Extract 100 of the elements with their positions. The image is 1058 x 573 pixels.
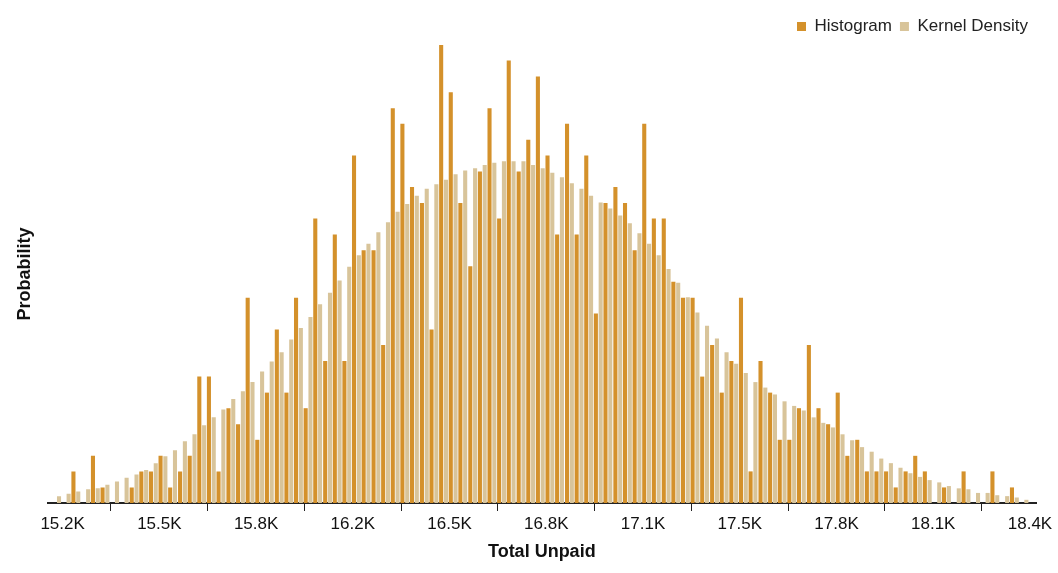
bar bbox=[129, 487, 134, 503]
bar bbox=[105, 484, 110, 503]
bar bbox=[603, 203, 608, 503]
bar bbox=[182, 441, 187, 503]
bar bbox=[632, 250, 637, 503]
bar bbox=[279, 352, 284, 503]
bar bbox=[168, 487, 173, 503]
bar bbox=[550, 172, 555, 503]
bar bbox=[768, 392, 773, 503]
bar bbox=[463, 170, 468, 503]
bar bbox=[908, 473, 913, 503]
bar bbox=[845, 455, 850, 503]
bar bbox=[506, 60, 511, 503]
bar bbox=[163, 456, 168, 503]
x-tick-label: 17.1K bbox=[620, 513, 666, 533]
bar bbox=[796, 408, 802, 503]
x-tick-label: 15.2K bbox=[40, 513, 86, 533]
bar bbox=[303, 408, 308, 503]
bar bbox=[1005, 496, 1010, 503]
bar bbox=[816, 408, 821, 503]
x-tick-label: 18.4K bbox=[1007, 513, 1053, 533]
bar bbox=[187, 455, 192, 503]
bar bbox=[492, 162, 497, 503]
bar bbox=[627, 223, 632, 503]
bar bbox=[245, 297, 250, 503]
bar bbox=[743, 372, 748, 503]
x-tick-label: 15.5K bbox=[137, 513, 183, 533]
bar bbox=[439, 45, 444, 503]
bar bbox=[1014, 497, 1019, 503]
bar bbox=[855, 439, 860, 503]
bar bbox=[613, 186, 618, 503]
bar bbox=[618, 215, 623, 503]
bar bbox=[240, 391, 245, 503]
bar bbox=[622, 203, 628, 503]
bar bbox=[332, 234, 337, 503]
bar bbox=[647, 243, 652, 503]
bar bbox=[468, 266, 473, 503]
bar bbox=[990, 471, 995, 503]
bar bbox=[729, 361, 734, 503]
bar bbox=[593, 313, 598, 503]
bar bbox=[100, 487, 105, 503]
x-axis-title: Total Unpaid bbox=[487, 541, 596, 562]
bar bbox=[917, 476, 923, 503]
bar bbox=[124, 477, 129, 503]
bar bbox=[216, 471, 221, 503]
bar bbox=[347, 266, 352, 503]
bar bbox=[356, 255, 361, 503]
bar bbox=[381, 344, 386, 503]
bar bbox=[801, 410, 806, 503]
bar bbox=[400, 123, 405, 503]
bar bbox=[975, 492, 981, 503]
bar bbox=[66, 493, 71, 503]
bar bbox=[985, 492, 990, 503]
bar bbox=[1024, 499, 1029, 503]
bar bbox=[961, 471, 966, 503]
bar bbox=[308, 317, 313, 503]
bar bbox=[1009, 487, 1015, 503]
bar bbox=[637, 233, 642, 503]
bar bbox=[313, 218, 318, 503]
bar bbox=[211, 417, 216, 503]
bar bbox=[695, 312, 700, 503]
bar bbox=[898, 467, 903, 503]
x-tick-label: 18.1K bbox=[911, 513, 957, 533]
bar bbox=[134, 474, 139, 503]
bar bbox=[56, 496, 62, 503]
bar bbox=[298, 328, 303, 503]
bar bbox=[860, 447, 865, 503]
bar bbox=[772, 394, 777, 503]
bar bbox=[178, 471, 183, 503]
bar bbox=[139, 471, 144, 503]
x-tick-label: 16.8K bbox=[524, 513, 570, 533]
bar bbox=[763, 387, 768, 503]
bar bbox=[656, 255, 661, 503]
bar bbox=[511, 161, 516, 503]
x-tick-label: 16.2K bbox=[330, 513, 376, 533]
bar bbox=[453, 174, 458, 503]
bar bbox=[758, 361, 763, 503]
bar bbox=[608, 208, 613, 503]
bar bbox=[144, 470, 149, 503]
bar bbox=[864, 471, 869, 503]
bar bbox=[787, 439, 792, 503]
bar bbox=[995, 495, 1000, 503]
bar bbox=[429, 329, 434, 503]
bar bbox=[826, 424, 831, 503]
bar bbox=[579, 188, 584, 503]
bar bbox=[879, 458, 884, 503]
bar bbox=[535, 76, 540, 503]
bar bbox=[966, 489, 971, 503]
bar bbox=[443, 179, 449, 503]
bar bbox=[351, 155, 357, 503]
x-tick-label: 17.5K bbox=[717, 513, 763, 533]
bar bbox=[559, 177, 564, 503]
bar bbox=[724, 352, 729, 503]
x-tick-label: 16.5K bbox=[427, 513, 473, 533]
bar bbox=[850, 440, 855, 503]
bar bbox=[888, 463, 893, 503]
bar bbox=[748, 471, 753, 503]
bar bbox=[95, 488, 100, 503]
bar bbox=[704, 325, 710, 503]
bar bbox=[487, 108, 492, 503]
